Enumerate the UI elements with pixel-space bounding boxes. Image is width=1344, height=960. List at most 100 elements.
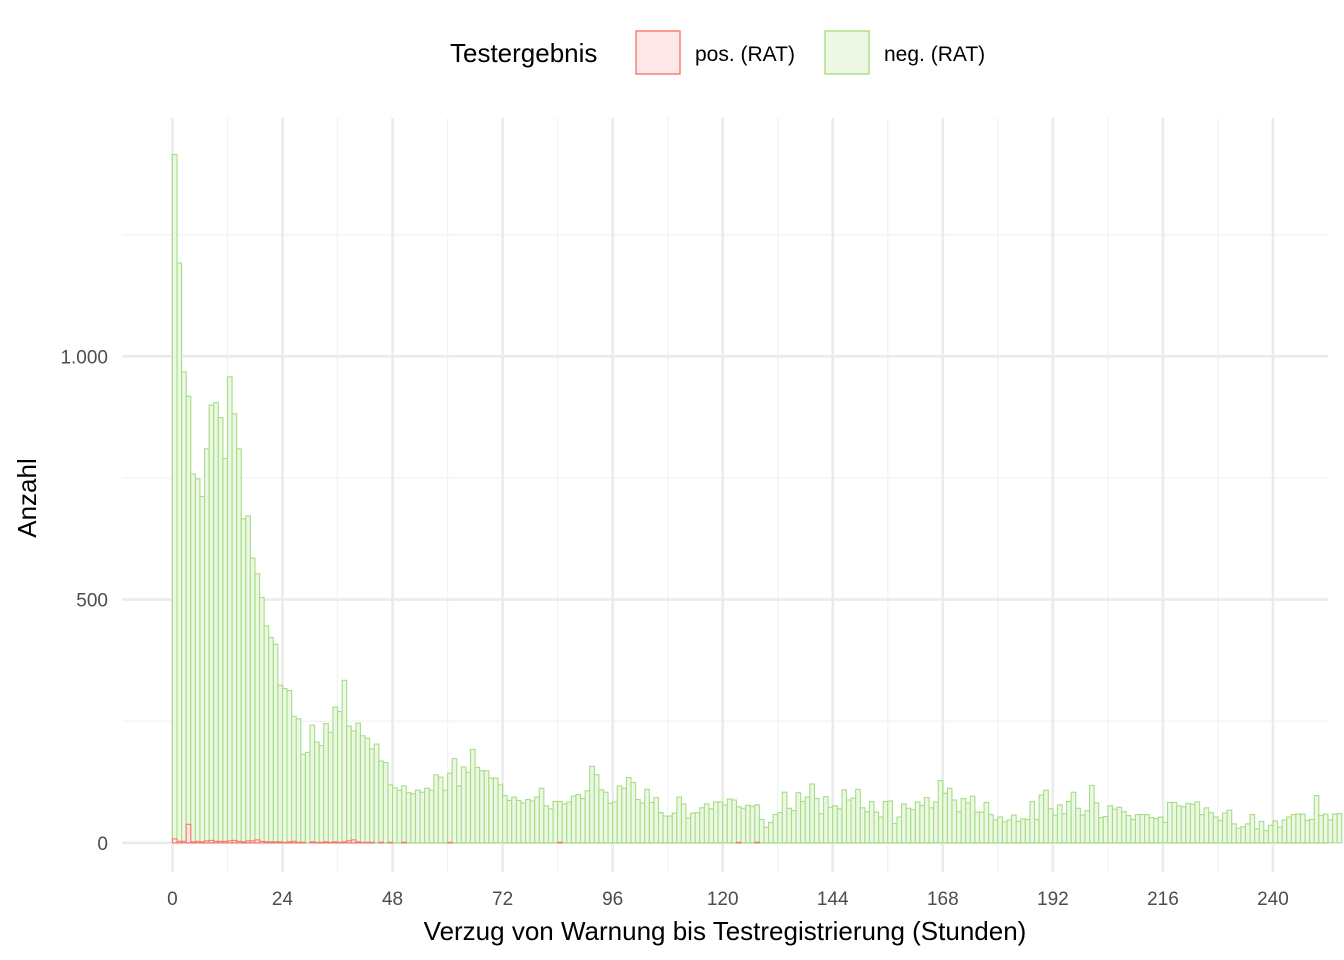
bar-neg (740, 807, 747, 844)
bar-neg (1144, 814, 1150, 844)
bar-pos (332, 841, 339, 844)
bar-pos (336, 841, 343, 844)
bar-neg (809, 783, 815, 844)
bar-neg (933, 801, 939, 844)
bar-pos (181, 840, 187, 844)
bar-neg (456, 785, 462, 844)
bar-neg (1111, 808, 1118, 844)
x-tick-label: 48 (382, 889, 403, 910)
bar-neg (1203, 807, 1210, 844)
x-tick-label: 72 (492, 889, 513, 910)
bar-pos (387, 841, 394, 844)
bar-neg (593, 774, 600, 844)
bar-neg (1212, 816, 1219, 844)
bar-neg (1098, 816, 1104, 844)
bar-neg (804, 796, 811, 844)
bar-neg (538, 787, 545, 844)
bar-neg (928, 807, 935, 844)
bar-neg (722, 804, 728, 844)
bar-neg (524, 798, 531, 844)
bar-neg (1001, 821, 1008, 844)
bar-neg (236, 448, 242, 844)
bar-neg (974, 811, 981, 844)
bar-neg (813, 797, 820, 844)
bar-neg (483, 770, 490, 844)
bar-neg (1281, 819, 1288, 844)
bar-neg (850, 797, 857, 844)
bar-pos (226, 840, 233, 844)
bar-neg (1166, 801, 1173, 844)
bar-neg (699, 807, 705, 844)
bar-pos (176, 840, 183, 844)
bar-neg (1199, 814, 1205, 844)
bar-neg (878, 816, 884, 844)
bar-neg (832, 805, 838, 844)
bar-neg (346, 725, 352, 844)
bar-neg (199, 495, 206, 844)
bar-neg (1121, 811, 1127, 844)
bar-neg (616, 785, 623, 844)
bar-pos (309, 841, 316, 844)
bar-neg (570, 795, 577, 844)
bar-neg (937, 779, 944, 844)
bar-neg (731, 799, 738, 844)
bar-neg (1244, 823, 1251, 844)
bar-neg (882, 800, 889, 844)
bar-neg (268, 636, 274, 844)
bar-neg (1332, 813, 1338, 844)
bar-neg (575, 794, 582, 844)
bar-neg (690, 812, 696, 844)
bar-neg (1235, 827, 1242, 844)
bar-pos (259, 840, 265, 844)
bar-neg (685, 817, 692, 844)
bar-neg (492, 777, 499, 844)
bar-neg (1148, 816, 1155, 844)
bar-pos (378, 841, 384, 844)
bar-neg (946, 787, 953, 844)
bar-neg (1079, 814, 1086, 844)
bar-neg (1056, 804, 1063, 844)
bar-neg (988, 814, 994, 844)
bar-neg (717, 801, 724, 844)
bar-neg (1107, 805, 1114, 844)
bar-neg (249, 557, 256, 844)
bar-neg (515, 799, 522, 844)
legend: Testergebnis pos. (RAT) neg. (RAT) (450, 30, 985, 75)
bar-neg (845, 799, 852, 844)
x-tick-label: 24 (272, 889, 294, 910)
bar-neg (1070, 791, 1077, 844)
bar-neg (1043, 789, 1049, 844)
bar-pos (735, 841, 742, 844)
bar-neg (1089, 784, 1095, 844)
bar-neg (447, 772, 453, 844)
bar-neg (703, 803, 710, 844)
bar-pos (190, 841, 196, 844)
bar-neg (222, 457, 229, 844)
bar-neg (208, 404, 215, 844)
bar-neg (1029, 800, 1036, 844)
bar-neg (277, 684, 284, 844)
bar-neg (185, 395, 192, 844)
bar-neg (630, 781, 637, 844)
bar-neg (914, 801, 921, 844)
bar-neg (286, 690, 293, 844)
x-axis-ticks: 0 24 48 72 96 120 144 168 192 216 240 (167, 889, 1289, 910)
x-tick-label: 216 (1147, 889, 1179, 910)
bars-pos-series (171, 823, 760, 844)
bar-pos (240, 841, 247, 844)
bar-neg (997, 816, 1003, 844)
bar-neg (451, 758, 458, 844)
bar-neg (905, 807, 912, 844)
bar-neg (648, 801, 655, 844)
bar-neg (1171, 801, 1178, 844)
bar-neg (1075, 807, 1081, 844)
bar-neg (868, 800, 875, 844)
bar-neg (754, 804, 760, 844)
bar-neg (1272, 820, 1279, 844)
bar-neg (391, 787, 398, 844)
bar-neg (378, 760, 384, 844)
bar-neg (364, 737, 371, 844)
bar-neg (1277, 826, 1283, 844)
bar-neg (777, 812, 783, 844)
